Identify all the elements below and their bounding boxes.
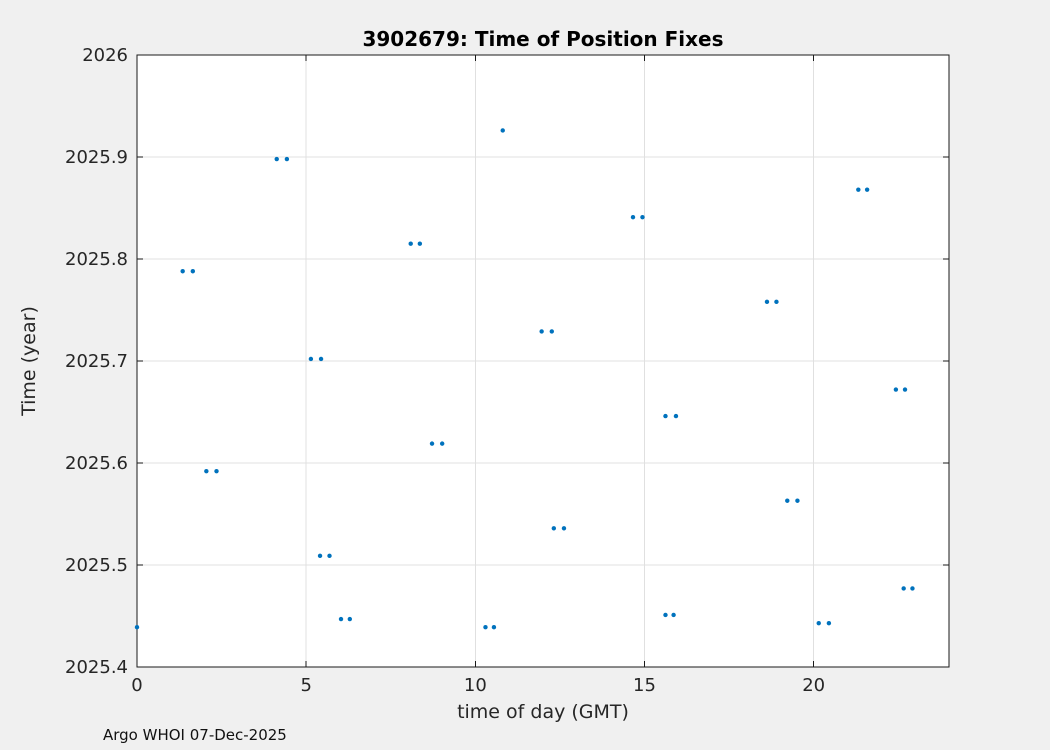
x-tick-label: 5: [300, 675, 311, 696]
data-point: [274, 156, 279, 162]
data-point: [893, 387, 899, 392]
data-point: [491, 625, 497, 630]
data-point: [134, 625, 140, 630]
data-point: [347, 616, 353, 622]
data-point: [902, 387, 908, 392]
data-point: [785, 498, 790, 503]
data-point: [864, 187, 870, 192]
x-tick-label: 20: [802, 675, 825, 696]
data-point: [417, 241, 423, 246]
y-tick-label: 2025.5: [65, 555, 128, 576]
data-point: [429, 441, 435, 446]
data-point: [764, 299, 770, 305]
data-point: [561, 526, 567, 531]
data-point: [910, 586, 915, 591]
data-point: [856, 187, 861, 192]
data-point: [539, 329, 544, 334]
x-axis-label: time of day (GMT): [457, 701, 629, 723]
y-tick-label: 2025.4: [65, 657, 128, 678]
data-point: [549, 329, 554, 334]
data-point: [408, 241, 413, 246]
data-point: [318, 356, 324, 362]
data-point: [204, 468, 209, 474]
data-point: [826, 620, 832, 626]
data-point: [284, 156, 290, 162]
data-point: [214, 468, 219, 474]
y-tick-label: 2025.8: [65, 249, 128, 270]
data-point: [327, 553, 332, 559]
data-point: [673, 413, 679, 419]
data-point: [190, 269, 196, 274]
data-point: [551, 526, 557, 531]
data-point: [816, 620, 821, 626]
chart-title: 3902679: Time of Position Fixes: [362, 27, 724, 51]
data-point: [630, 214, 636, 220]
data-point: [439, 441, 445, 446]
data-point: [663, 413, 668, 419]
y-axis-label: Time (year): [18, 306, 40, 416]
x-tick-label: 10: [464, 675, 487, 696]
y-tick-label: 2025.6: [65, 453, 128, 474]
data-point: [671, 612, 676, 618]
x-tick-label: 15: [633, 675, 656, 696]
data-point: [774, 299, 779, 305]
data-point: [317, 553, 323, 559]
data-point: [663, 612, 668, 618]
y-tick-label: 2026: [82, 45, 128, 66]
data-point: [483, 625, 488, 630]
y-tick-label: 2025.9: [65, 147, 128, 168]
data-point: [795, 498, 800, 503]
data-point: [338, 616, 344, 622]
data-point: [308, 356, 314, 362]
data-point: [640, 214, 645, 220]
data-point: [500, 128, 505, 133]
data-point: [180, 269, 185, 274]
watermark-text: Argo WHOI 07-Dec-2025: [103, 726, 287, 744]
x-tick-label: 0: [131, 675, 142, 696]
y-tick-label: 2025.7: [65, 351, 128, 372]
data-point: [901, 586, 906, 591]
